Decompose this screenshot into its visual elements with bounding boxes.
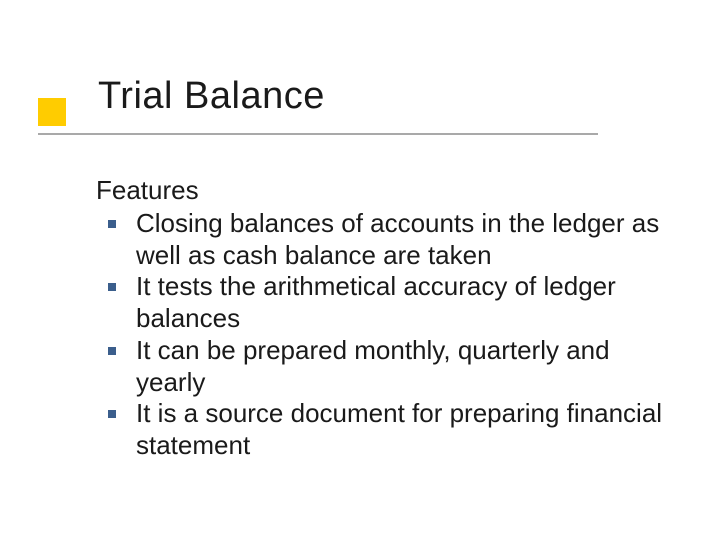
list-item-text: It tests the arithmetical accuracy of le…: [136, 271, 616, 333]
bullet-icon: [108, 410, 116, 418]
list-item: It is a source document for preparing fi…: [120, 398, 686, 461]
list-item-text: It can be prepared monthly, quarterly an…: [136, 335, 610, 397]
bullet-icon: [108, 220, 116, 228]
list-item-text: Closing balances of accounts in the ledg…: [136, 208, 659, 270]
list-item: It tests the arithmetical accuracy of le…: [120, 271, 686, 334]
list-item: Closing balances of accounts in the ledg…: [120, 208, 686, 271]
slide: Trial Balance Features Closing balances …: [0, 0, 720, 540]
subheading: Features: [96, 175, 686, 206]
bullet-icon: [108, 283, 116, 291]
bullet-list: Closing balances of accounts in the ledg…: [96, 208, 686, 462]
accent-square-icon: [38, 98, 66, 126]
body-block: Features Closing balances of accounts in…: [96, 175, 686, 462]
slide-title: Trial Balance: [98, 75, 325, 118]
list-item-text: It is a source document for preparing fi…: [136, 398, 662, 460]
bullet-icon: [108, 347, 116, 355]
list-item: It can be prepared monthly, quarterly an…: [120, 335, 686, 398]
title-underline: [38, 133, 598, 135]
